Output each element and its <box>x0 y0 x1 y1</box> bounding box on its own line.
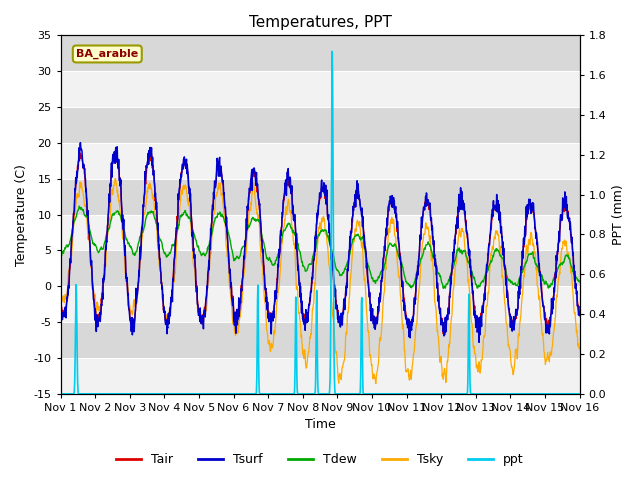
Tsurf <box>515 296 522 301</box>
Text: BA_arable: BA_arable <box>76 49 138 59</box>
Tdew <box>515 277 522 283</box>
Line: ppt: ppt <box>61 51 580 394</box>
Tair <box>401 303 408 309</box>
Tsurf <box>77 140 84 145</box>
Tdew <box>440 286 447 291</box>
ppt <box>159 391 167 396</box>
Tair <box>515 291 522 297</box>
Y-axis label: PPT (mm): PPT (mm) <box>612 184 625 245</box>
Line: Tair: Tair <box>61 151 580 334</box>
Tdew <box>160 249 168 255</box>
Tdew <box>469 273 477 279</box>
ppt <box>172 391 180 396</box>
Tsurf <box>173 225 180 230</box>
Legend: Tair, Tsurf, Tdew, Tsky, ppt: Tair, Tsurf, Tdew, Tsky, ppt <box>111 448 529 471</box>
Line: Tdew: Tdew <box>61 206 580 288</box>
Tair <box>230 316 238 322</box>
Tsky <box>515 331 522 337</box>
Tsky <box>576 345 584 350</box>
Tair <box>146 148 154 154</box>
Tsurf <box>576 313 584 319</box>
Tsky <box>401 356 409 362</box>
Tair <box>469 292 477 298</box>
Tsky <box>230 327 238 333</box>
Tsurf <box>401 305 408 311</box>
X-axis label: Time: Time <box>305 419 335 432</box>
Bar <box>61 179 580 215</box>
Tsurf <box>160 309 168 315</box>
Tsky <box>111 176 119 181</box>
Line: Tsurf: Tsurf <box>61 143 580 342</box>
Tdew <box>57 251 65 257</box>
Tsurf <box>475 339 483 345</box>
Bar <box>61 251 580 286</box>
Tdew <box>401 274 408 279</box>
ppt <box>515 391 522 396</box>
Tdew <box>230 256 238 262</box>
Tsky <box>372 381 380 386</box>
Tdew <box>173 232 180 238</box>
Tdew <box>76 204 83 209</box>
Tsurf <box>57 300 65 306</box>
Tair <box>576 310 584 316</box>
Tsky <box>160 303 168 309</box>
Bar <box>61 36 580 71</box>
Bar <box>61 107 580 143</box>
ppt <box>468 391 476 396</box>
Bar <box>61 322 580 358</box>
ppt <box>230 391 238 396</box>
Tsurf <box>230 323 238 328</box>
Tsurf <box>468 291 476 297</box>
Y-axis label: Temperature (C): Temperature (C) <box>15 164 28 265</box>
Tsky <box>469 337 477 343</box>
ppt <box>57 391 65 396</box>
ppt <box>576 391 584 396</box>
ppt <box>401 391 408 396</box>
Tair <box>173 228 180 234</box>
Tsky <box>173 241 180 247</box>
Tair <box>57 301 65 307</box>
Tair <box>160 305 168 311</box>
Title: Temperatures, PPT: Temperatures, PPT <box>249 15 392 30</box>
ppt <box>328 48 336 54</box>
Tair <box>440 331 447 336</box>
Tdew <box>576 278 584 284</box>
Tsky <box>57 291 65 297</box>
Line: Tsky: Tsky <box>61 179 580 384</box>
